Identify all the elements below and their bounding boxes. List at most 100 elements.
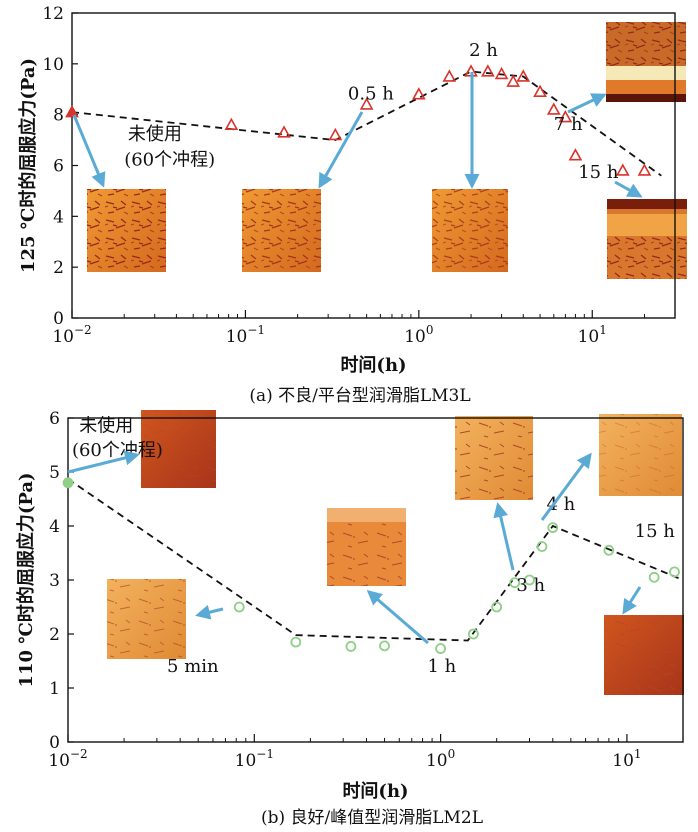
annotation-label: 未使用 [79,416,133,437]
data-point [468,628,479,640]
y-tick-label: 12 [42,4,64,24]
x-tick-label: 10−2 [48,747,87,771]
y-tick-label: 3 [49,571,60,591]
arrow-b-4h [540,452,592,521]
data-point [62,477,74,489]
arrow-b-5min [195,604,224,620]
micrograph-b-5min [107,579,186,659]
data-point [506,74,521,87]
y-axis-title: 110 ℃时的屈服应力(Pa) [15,472,37,687]
data-point [648,571,660,583]
data-point [379,640,390,652]
arrow-a-05h [318,111,364,189]
x-tick-label: 10−2 [52,323,91,347]
chart-b-micrographs [107,410,684,695]
x-axis-title: 时间(h) [340,355,406,376]
annotation-label: 7 h [554,114,583,135]
x-tick-label: 100 [404,323,433,347]
annotation-label: (60个冲程) [72,440,163,461]
data-point [345,641,357,652]
data-point [65,104,79,118]
chart-a-caption: (a) 不良/平台型润滑脂LM3L [249,386,470,406]
micrograph-a-7h [606,22,686,102]
x-tick-label: 101 [578,323,607,347]
data-point [615,163,630,176]
micrograph-b-4h [599,414,682,496]
chart-b-trend [67,478,684,642]
y-tick-label: 4 [53,207,64,227]
y-tick-label: 5 [49,463,60,483]
micrograph-b-15h [604,615,684,695]
chart-b-caption: (b) 良好/峰值型润滑脂LM2L [261,808,483,828]
chart-a-axes: 0 2 4 6 8 10 12 10−2 10−1 100 101 时间(h) 125 ℃时的屈服应力(… [17,4,676,376]
data-point [536,541,548,552]
data-point [494,66,509,80]
data-point [277,125,291,138]
y-tick-label: 0 [49,733,60,753]
data-point [328,127,343,141]
annotation-label: 2 h [469,40,498,61]
x-tick-label: 101 [612,747,641,771]
annotation-label: 4 h [546,494,575,515]
chart-b-annotations: 未使用 (60个冲程) 5 min 1 h 3 h 4 h 15 h [72,416,675,677]
data-point [233,601,245,613]
data-point [411,87,426,100]
data-point [669,566,680,578]
y-tick-label: 6 [49,409,60,429]
data-point [547,522,559,534]
data-point [524,574,535,586]
arrow-b-3h [493,502,515,571]
chart-a: 0 2 4 6 8 10 12 10−2 10−1 100 101 时间(h) 125 ℃时的屈服应力(… [17,4,687,406]
y-tick-label: 8 [53,106,64,126]
micrograph-b-1h [327,508,406,586]
arrow-a-15h [614,180,643,198]
chart-a-micrographs [87,22,687,279]
data-point [224,117,239,131]
data-point [290,636,302,648]
chart-b: 0 1 2 3 4 5 6 10−2 10−1 100 101 时间(h) 110 ℃时的屈服应力(Pa… [15,409,684,828]
y-tick-label: 6 [53,157,64,177]
data-point [480,64,495,77]
arrow-b-15h [622,586,642,615]
annotation-label: 15 h [635,521,676,542]
y-tick-label: 1 [49,679,60,699]
micrograph-b-unused [141,410,216,488]
chart-a-arrows [72,72,643,198]
data-point [533,84,547,97]
data-point [637,163,652,176]
y-axis-title: 125 ℃时的屈服应力(Pa) [17,58,39,273]
micrograph-a-unused [87,189,166,272]
data-point [509,577,521,589]
x-tick-label: 10−1 [235,747,274,771]
micrograph-a-2h [432,189,508,272]
data-point [603,544,615,556]
annotation-label: 1 h [427,656,456,677]
annotation-label: 未使用 [128,124,182,145]
trend-line [67,478,684,642]
y-tick-label: 4 [49,517,60,537]
annotation-label: 15 h [578,162,619,183]
data-point [435,643,447,654]
data-point [516,69,531,82]
y-tick-label: 2 [53,258,64,278]
data-point [546,102,561,115]
data-point [442,69,457,82]
annotation-label: 5 min [167,656,219,677]
chart-a-annotations: 未使用 (60个冲程) 0.5 h 2 h 7 h 15 h [124,40,619,183]
micrograph-b-3h [455,416,533,500]
data-point [568,148,583,161]
data-point [491,601,503,613]
arrow-a-unused [72,114,106,188]
micrograph-a-15h [607,199,687,279]
chart-b-arrows [67,450,642,645]
arrow-b-1h [366,590,429,645]
arrow-b-unused [67,450,140,474]
y-tick-label: 2 [49,625,60,645]
arrow-a-7h [567,93,607,114]
micrograph-a-05h [242,189,321,272]
x-tick-label: 10−1 [226,323,265,347]
data-point [558,110,573,123]
annotation-label: 0.5 h [348,83,394,104]
chart-b-points [62,477,680,654]
